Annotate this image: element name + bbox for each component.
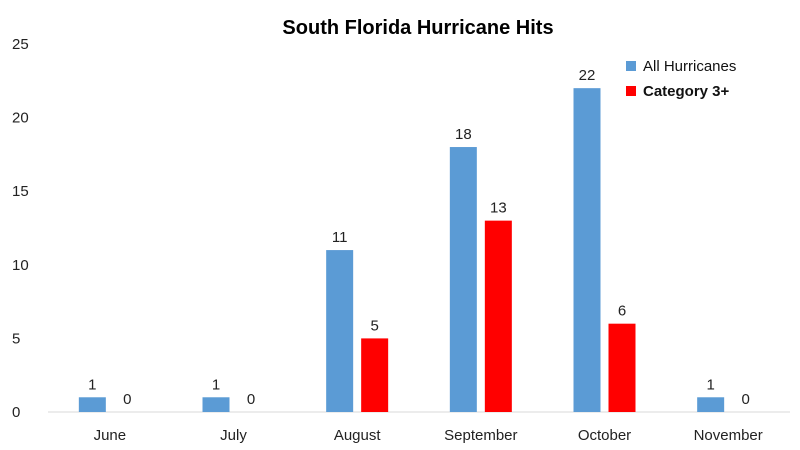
- x-tick-label: September: [444, 427, 517, 444]
- bar-group: 1 0 1 0 11 5 18 13 22 6 1 0: [78, 67, 750, 413]
- data-label: 22: [579, 67, 596, 84]
- chart-title: South Florida Hurricane Hits: [282, 17, 553, 39]
- data-label: 11: [332, 229, 348, 246]
- legend-swatch-category-3: [626, 86, 636, 96]
- y-tick-label: 10: [12, 257, 29, 274]
- y-tick-label: 20: [12, 110, 29, 127]
- data-label: 0: [741, 391, 749, 408]
- y-axis: 0 5 10 15 20 25: [12, 36, 29, 421]
- data-label: 1: [706, 376, 714, 393]
- y-tick-label: 0: [12, 404, 20, 421]
- x-tick-label: November: [694, 427, 763, 444]
- legend-label-all-hurricanes: All Hurricanes: [643, 58, 736, 75]
- data-label: 0: [247, 391, 255, 408]
- x-axis: June July August September October November: [94, 427, 763, 444]
- y-tick-label: 5: [12, 330, 20, 347]
- legend-swatch-all-hurricanes: [626, 61, 636, 71]
- y-tick-label: 15: [12, 183, 29, 200]
- data-label: 5: [370, 317, 378, 334]
- bar-all-hurricanes-november: [697, 397, 725, 412]
- data-label: 1: [212, 376, 220, 393]
- bar-category-3--september: [484, 220, 512, 412]
- data-label: 1: [88, 376, 96, 393]
- data-label: 18: [455, 126, 472, 143]
- bar-all-hurricanes-july: [202, 397, 230, 412]
- bar-all-hurricanes-september: [449, 147, 477, 413]
- bar-category-3--october: [608, 323, 636, 412]
- bar-all-hurricanes-august: [326, 250, 354, 412]
- legend-label-category-3: Category 3+: [643, 83, 730, 100]
- x-tick-label: October: [578, 427, 631, 444]
- bar-all-hurricanes-october: [573, 88, 601, 412]
- bar-all-hurricanes-june: [78, 397, 106, 412]
- data-label: 13: [490, 200, 507, 217]
- x-tick-label: August: [334, 427, 382, 444]
- x-tick-label: June: [94, 427, 127, 444]
- x-tick-label: July: [220, 427, 247, 444]
- y-tick-label: 25: [12, 36, 29, 53]
- data-label: 6: [618, 303, 626, 320]
- data-label: 0: [123, 391, 131, 408]
- bar-category-3--august: [361, 338, 389, 412]
- legend: All Hurricanes Category 3+: [626, 58, 736, 100]
